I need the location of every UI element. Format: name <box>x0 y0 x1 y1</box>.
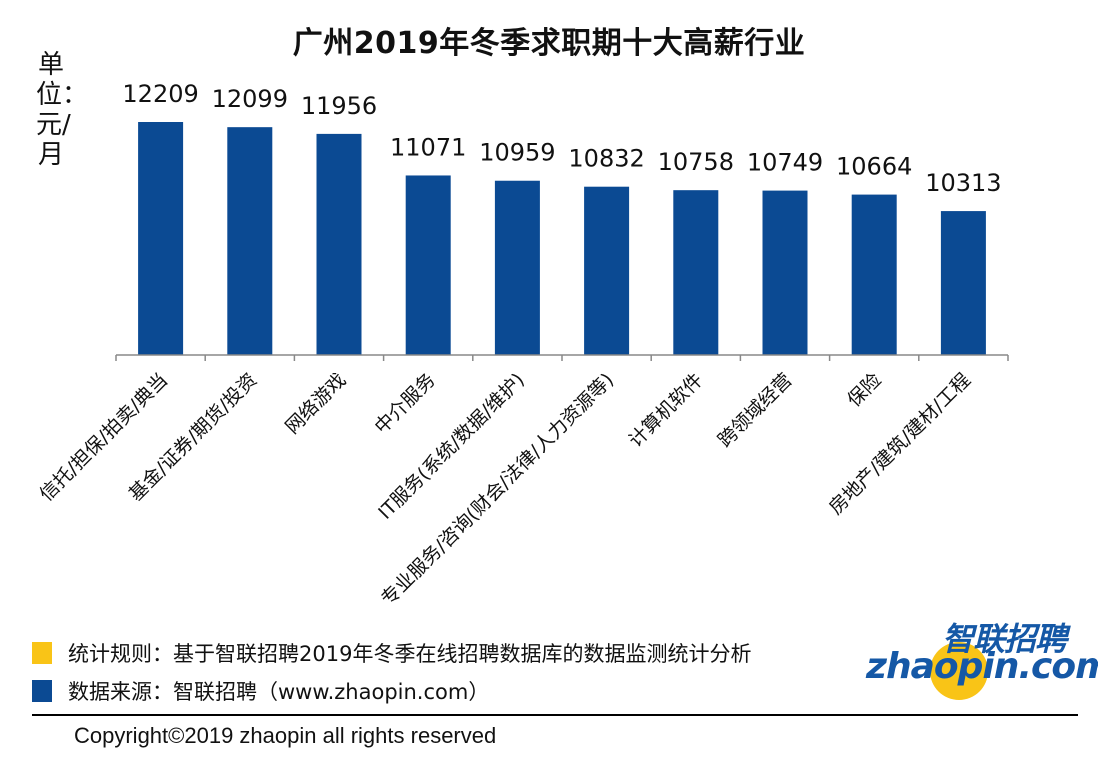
x-tick-label: 网络游戏 <box>281 369 350 438</box>
data-label: 11956 <box>301 92 377 120</box>
legend-item-source: 数据来源：智联招聘（www.zhaopin.com） <box>32 676 489 706</box>
data-label: 10832 <box>568 145 644 173</box>
bar <box>405 175 451 355</box>
bar <box>138 122 184 355</box>
bar <box>316 133 362 355</box>
legend-text-rule: 统计规则：基于智联招聘2019年冬季在线招聘数据库的数据监测统计分析 <box>68 642 752 666</box>
x-tick-label: 保险 <box>843 369 885 411</box>
x-tick-label: 跨领域经营 <box>714 369 797 452</box>
zhaopin-logo: 智联招聘 zhaopin.com <box>858 612 1098 708</box>
bar <box>227 127 273 355</box>
bar <box>673 190 719 355</box>
x-tick-label: 中介服务 <box>370 369 439 438</box>
data-label: 11071 <box>390 133 466 161</box>
legend-item-rule: 统计规则：基于智联招聘2019年冬季在线招聘数据库的数据监测统计分析 <box>32 638 751 668</box>
logo-en-text: zhaopin.com <box>866 646 1098 687</box>
bar <box>851 194 897 355</box>
legend-swatch-source <box>32 680 52 702</box>
bar <box>584 186 630 355</box>
x-tick-label: 计算机软件 <box>625 369 708 452</box>
bar <box>762 190 808 355</box>
logo-cn-text: 智联招聘 <box>942 620 1067 658</box>
data-label: 10749 <box>747 149 823 177</box>
logo-ball-icon <box>930 642 988 700</box>
chart-title: 广州2019年冬季求职期十大高薪行业 <box>292 26 806 61</box>
data-label: 12209 <box>122 80 198 108</box>
data-label: 10313 <box>925 169 1001 197</box>
data-label: 12099 <box>212 85 288 113</box>
copyright-text: Copyright©2019 zhaopin all rights reserv… <box>74 723 497 748</box>
bar <box>940 211 986 355</box>
legend-swatch-rule <box>32 642 52 664</box>
legend-text-source: 数据来源：智联招聘（www.zhaopin.com） <box>68 680 490 704</box>
data-label: 10664 <box>836 153 912 181</box>
x-tick-label: IT服务(系统/数据/维护) <box>374 369 529 524</box>
bar-chart: 12209 12099 11956 11071 10959 10832 10758 10749… <box>36 80 1009 610</box>
data-label: 10758 <box>658 148 734 176</box>
data-label: 10959 <box>479 139 555 167</box>
bar <box>494 180 540 355</box>
footer-divider <box>32 714 1078 716</box>
